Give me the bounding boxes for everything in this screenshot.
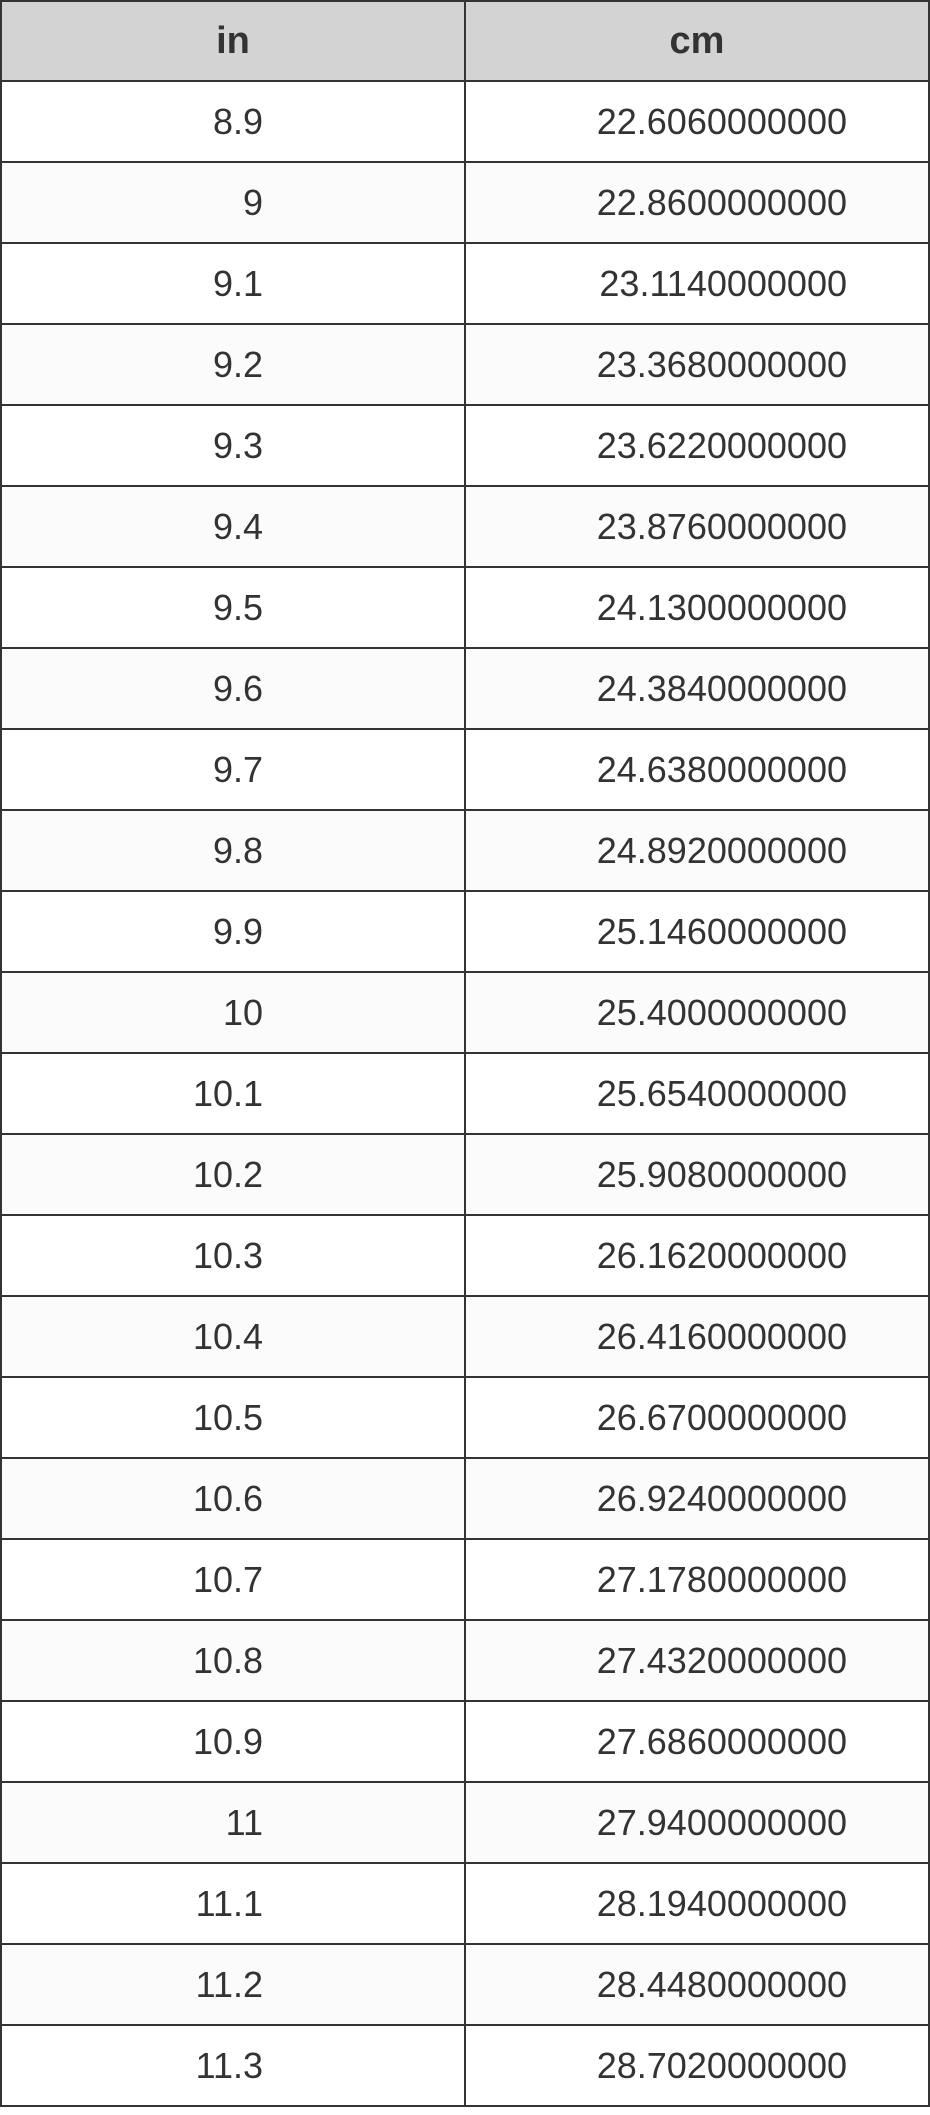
table-row: 11.228.4480000000 [1,1944,929,2025]
table-row: 11.328.7020000000 [1,2025,929,2106]
cell-in: 9.2 [1,324,465,405]
table-row: 9.423.8760000000 [1,486,929,567]
cell-in: 10.5 [1,1377,465,1458]
cell-in: 9.4 [1,486,465,567]
table-row: 10.827.4320000000 [1,1620,929,1701]
cell-cm: 28.1940000000 [465,1863,929,1944]
cell-cm: 28.7020000000 [465,2025,929,2106]
cell-in: 9.8 [1,810,465,891]
cell-in: 10.3 [1,1215,465,1296]
cell-cm: 23.1140000000 [465,243,929,324]
cell-cm: 22.6060000000 [465,81,929,162]
table-row: 10.426.4160000000 [1,1296,929,1377]
table-row: 1025.4000000000 [1,972,929,1053]
cell-in: 11.1 [1,1863,465,1944]
cell-in: 10.7 [1,1539,465,1620]
cell-in: 10.9 [1,1701,465,1782]
cell-cm: 28.4480000000 [465,1944,929,2025]
table-row: 8.922.6060000000 [1,81,929,162]
cell-cm: 27.1780000000 [465,1539,929,1620]
table-row: 1127.9400000000 [1,1782,929,1863]
table-row: 10.927.6860000000 [1,1701,929,1782]
cell-in: 10.6 [1,1458,465,1539]
table-body: 8.922.6060000000 922.8600000000 9.123.11… [1,81,929,2106]
table-row: 11.128.1940000000 [1,1863,929,1944]
cell-in: 10.2 [1,1134,465,1215]
cell-in: 9 [1,162,465,243]
table-row: 10.326.1620000000 [1,1215,929,1296]
cell-cm: 22.8600000000 [465,162,929,243]
table-row: 10.727.1780000000 [1,1539,929,1620]
cell-in: 9.7 [1,729,465,810]
table-row: 9.123.1140000000 [1,243,929,324]
table-header-row: in cm [1,1,929,81]
cell-cm: 27.6860000000 [465,1701,929,1782]
cell-cm: 25.9080000000 [465,1134,929,1215]
cell-in: 9.1 [1,243,465,324]
cell-cm: 23.8760000000 [465,486,929,567]
cell-in: 11 [1,1782,465,1863]
cell-in: 9.5 [1,567,465,648]
cell-cm: 25.6540000000 [465,1053,929,1134]
cell-cm: 26.1620000000 [465,1215,929,1296]
table-row: 10.125.6540000000 [1,1053,929,1134]
cell-cm: 27.4320000000 [465,1620,929,1701]
cell-in: 11.3 [1,2025,465,2106]
column-header-in: in [1,1,465,81]
cell-cm: 26.6700000000 [465,1377,929,1458]
table-row: 9.824.8920000000 [1,810,929,891]
cell-cm: 27.9400000000 [465,1782,929,1863]
cell-cm: 23.3680000000 [465,324,929,405]
cell-in: 10 [1,972,465,1053]
table-row: 9.223.3680000000 [1,324,929,405]
table-row: 10.526.6700000000 [1,1377,929,1458]
table-row: 922.8600000000 [1,162,929,243]
table-row: 9.624.3840000000 [1,648,929,729]
cell-cm: 23.6220000000 [465,405,929,486]
cell-cm: 25.4000000000 [465,972,929,1053]
cell-cm: 24.8920000000 [465,810,929,891]
cell-cm: 24.1300000000 [465,567,929,648]
table-row: 10.225.9080000000 [1,1134,929,1215]
cell-cm: 25.1460000000 [465,891,929,972]
cell-cm: 26.4160000000 [465,1296,929,1377]
table-row: 9.323.6220000000 [1,405,929,486]
table-row: 9.925.1460000000 [1,891,929,972]
cell-in: 9.3 [1,405,465,486]
cell-in: 8.9 [1,81,465,162]
table-row: 10.626.9240000000 [1,1458,929,1539]
cell-cm: 26.9240000000 [465,1458,929,1539]
cell-in: 10.8 [1,1620,465,1701]
table-row: 9.524.1300000000 [1,567,929,648]
cell-in: 10.4 [1,1296,465,1377]
column-header-cm: cm [465,1,929,81]
cell-cm: 24.6380000000 [465,729,929,810]
cell-in: 9.6 [1,648,465,729]
cell-in: 10.1 [1,1053,465,1134]
conversion-table: in cm 8.922.6060000000 922.8600000000 9.… [0,0,930,2107]
cell-in: 9.9 [1,891,465,972]
table-row: 9.724.6380000000 [1,729,929,810]
cell-in: 11.2 [1,1944,465,2025]
cell-cm: 24.3840000000 [465,648,929,729]
